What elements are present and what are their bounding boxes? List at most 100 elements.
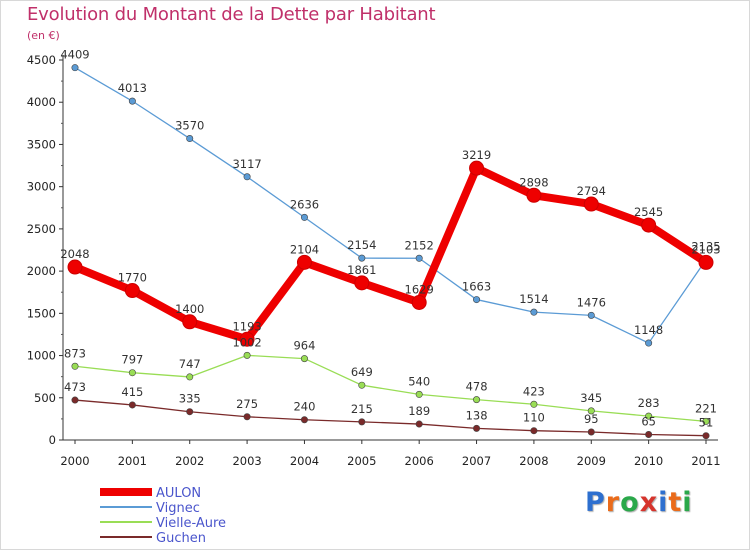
y-tick-label: 2500 — [27, 222, 56, 236]
data-label: 283 — [638, 396, 660, 410]
data-point — [411, 294, 427, 310]
data-label: 221 — [695, 401, 717, 415]
legend-label-guchen: Guchen — [156, 531, 206, 546]
data-point — [71, 396, 79, 404]
data-point — [415, 420, 423, 428]
data-point — [641, 217, 657, 233]
data-label: 1400 — [175, 302, 204, 316]
data-point — [358, 381, 366, 389]
data-label: 964 — [293, 339, 315, 353]
data-label: 2898 — [519, 175, 548, 189]
logo-letter: t — [668, 487, 683, 518]
data-label: 345 — [580, 391, 602, 405]
data-point — [300, 416, 308, 424]
y-tick-label: 4500 — [27, 53, 56, 67]
data-label: 478 — [466, 380, 488, 394]
data-point — [71, 362, 79, 370]
data-point — [128, 401, 136, 409]
x-tick-label: 2005 — [347, 454, 376, 468]
data-label: 2103 — [691, 242, 720, 256]
data-point — [354, 275, 370, 291]
series-line-vielle-aure — [74, 354, 707, 422]
x-tick-label: 2008 — [519, 454, 548, 468]
data-label: 3117 — [232, 157, 261, 171]
data-point — [243, 351, 251, 359]
data-label: 2152 — [405, 238, 434, 252]
data-label: 3219 — [462, 148, 491, 162]
data-label: 51 — [699, 416, 714, 430]
x-tick-label: 2002 — [175, 454, 204, 468]
data-point — [530, 308, 538, 316]
y-tick-label: 3000 — [27, 180, 56, 194]
data-label: 95 — [584, 412, 599, 426]
data-point — [526, 187, 542, 203]
data-point — [182, 314, 198, 330]
data-label: 2104 — [290, 242, 319, 256]
chart-title: Evolution du Montant de la Dette par Hab… — [27, 4, 436, 25]
data-point — [358, 254, 366, 262]
x-tick-label: 2001 — [118, 454, 147, 468]
data-label: 2636 — [290, 197, 319, 211]
chart-subtitle: (en €) — [27, 29, 60, 42]
data-label: 189 — [408, 404, 430, 418]
y-tick-label: 500 — [34, 391, 56, 405]
y-tick-label: 1000 — [27, 349, 56, 363]
data-label: 1148 — [634, 323, 663, 337]
data-label: 2048 — [60, 247, 89, 261]
x-tick-label: 2003 — [232, 454, 261, 468]
logo-letter: o — [620, 487, 640, 518]
data-label: 215 — [351, 402, 373, 416]
legend-label-vielle-aure: Vielle-Aure — [156, 516, 226, 531]
data-point — [473, 296, 481, 304]
logo-letter: P — [585, 487, 606, 518]
data-point — [469, 160, 485, 176]
proxiti-logo: Proxiti — [585, 487, 693, 518]
data-point — [186, 135, 194, 143]
y-tick-label: 1500 — [27, 306, 56, 320]
data-point — [473, 396, 481, 404]
data-point — [239, 331, 255, 347]
data-point — [128, 97, 136, 105]
data-point — [530, 427, 538, 435]
data-point — [473, 424, 481, 432]
data-label: 649 — [351, 365, 373, 379]
data-label: 4013 — [118, 81, 147, 95]
data-label: 473 — [64, 380, 86, 394]
data-label: 138 — [466, 408, 488, 422]
data-point — [186, 373, 194, 381]
data-label: 2135 — [691, 240, 720, 254]
data-label: 797 — [121, 353, 143, 367]
data-point — [128, 369, 136, 377]
data-point — [358, 418, 366, 426]
x-tick-label: 2010 — [634, 454, 663, 468]
data-label: 2154 — [347, 238, 376, 252]
x-tick-label: 2000 — [60, 454, 89, 468]
data-point — [587, 428, 595, 436]
data-label: 540 — [408, 374, 430, 388]
legend-label-aulon: AULON — [156, 486, 201, 501]
x-tick-label: 2006 — [405, 454, 434, 468]
series-line-guchen — [74, 399, 707, 437]
data-point — [698, 254, 714, 270]
data-label: 3570 — [175, 119, 204, 133]
data-label: 747 — [179, 357, 201, 371]
x-tick-label: 2009 — [577, 454, 606, 468]
data-label: 1476 — [577, 295, 606, 309]
data-label: 2545 — [634, 205, 663, 219]
y-tick-label: 4000 — [27, 95, 56, 109]
data-label: 1861 — [347, 263, 376, 277]
legend-label-vignec: Vignec — [156, 501, 200, 516]
data-point — [530, 400, 538, 408]
data-point — [645, 431, 653, 439]
x-tick-label: 2007 — [462, 454, 491, 468]
data-label: 335 — [179, 392, 201, 406]
y-tick-label: 0 — [49, 433, 56, 447]
data-label: 1514 — [519, 292, 548, 306]
data-point — [300, 355, 308, 363]
data-label: 423 — [523, 384, 545, 398]
data-point — [71, 64, 79, 72]
data-point — [124, 283, 140, 299]
data-label: 110 — [523, 411, 545, 425]
data-label: 1770 — [118, 271, 147, 285]
